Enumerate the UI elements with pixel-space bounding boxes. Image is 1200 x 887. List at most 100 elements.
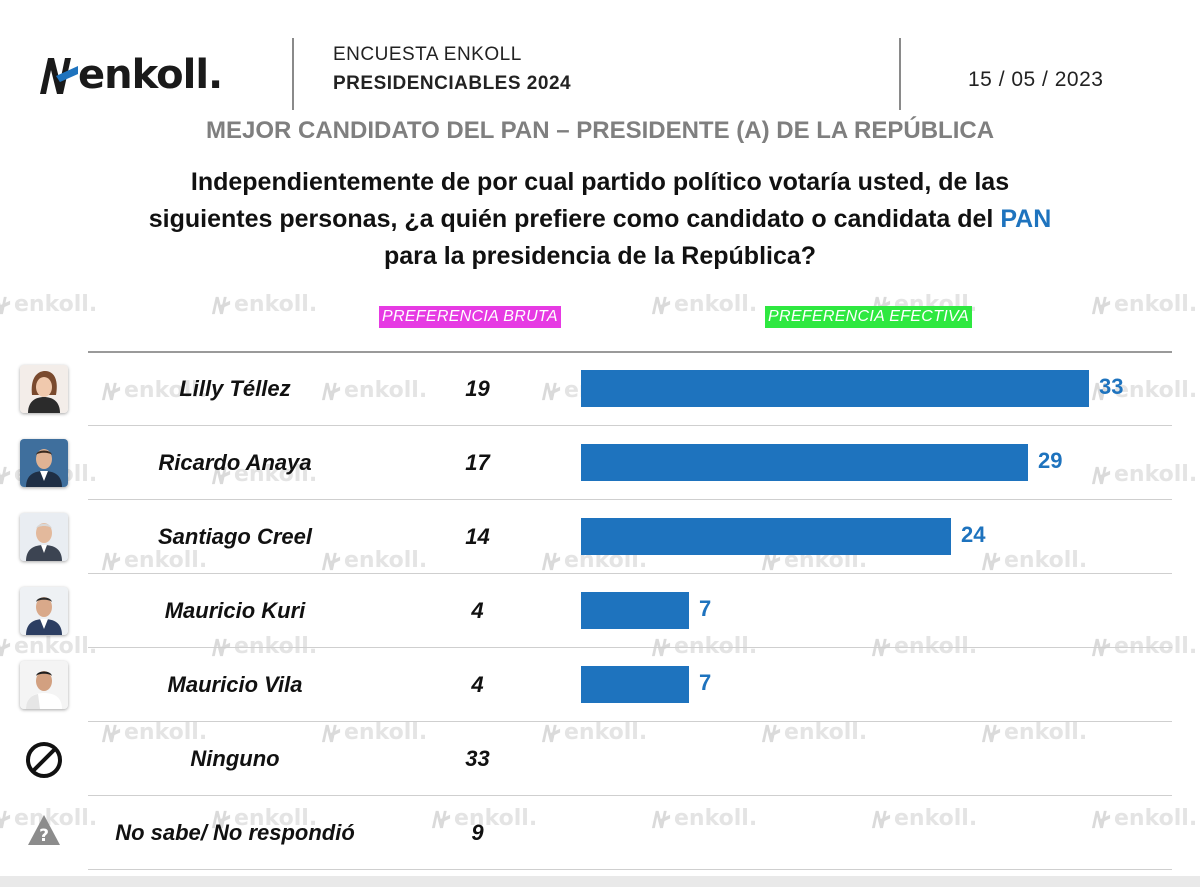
watermark-text: enkoll. bbox=[454, 806, 538, 831]
bruta-value-label: 19 bbox=[465, 376, 490, 401]
row-divider bbox=[88, 869, 1172, 870]
watermark-text: enkoll. bbox=[344, 720, 428, 745]
watermark-text: enkoll. bbox=[564, 720, 648, 745]
watermark-text: enkoll. bbox=[124, 548, 208, 573]
row-divider bbox=[88, 425, 1172, 426]
watermark-text: enkoll. bbox=[1004, 548, 1088, 573]
bruta-value-label: 9 bbox=[471, 820, 484, 845]
survey-title: PRESIDENCIABLES 2024 bbox=[333, 73, 572, 94]
bruta-value-label: 17 bbox=[465, 450, 490, 475]
chart-subtitle: MEJOR CANDIDATO DEL PAN – PRESIDENTE (A)… bbox=[205, 117, 995, 144]
table-row: Ninguno 33 bbox=[0, 722, 1200, 796]
watermark: enkoll. bbox=[650, 806, 757, 831]
bar-efectiva bbox=[581, 370, 1089, 407]
watermark: enkoll. bbox=[210, 462, 317, 487]
watermark: enkoll. bbox=[0, 292, 97, 317]
efectiva-value-label: 24 bbox=[961, 522, 986, 547]
category-label: Ricardo Anaya bbox=[158, 450, 312, 475]
watermark: enkoll. bbox=[100, 548, 207, 573]
watermark-text: enkoll. bbox=[234, 292, 318, 317]
watermark-text: enkoll. bbox=[1114, 378, 1198, 403]
bottom-strip bbox=[0, 876, 1200, 887]
table-row: Mauricio Kuri 4 7 bbox=[0, 574, 1200, 648]
watermark: enkoll. bbox=[760, 720, 867, 745]
header-divider-right bbox=[899, 38, 901, 110]
bar-efectiva bbox=[581, 444, 1028, 481]
category-label: Ninguno bbox=[190, 746, 280, 771]
watermark-text: enkoll. bbox=[1114, 292, 1198, 317]
table-row: Lilly Téllez 19 33 bbox=[0, 352, 1200, 426]
watermark: enkoll. bbox=[650, 634, 757, 659]
row-divider bbox=[88, 795, 1172, 796]
watermark: enkoll. bbox=[540, 720, 647, 745]
survey-name: ENCUESTA ENKOLL bbox=[333, 44, 522, 65]
watermark: enkoll. bbox=[100, 720, 207, 745]
watermark-text: enkoll. bbox=[14, 806, 98, 831]
watermark-text: enkoll. bbox=[14, 634, 98, 659]
row-divider bbox=[88, 573, 1172, 574]
avatar bbox=[20, 587, 68, 635]
question-highlight: PAN bbox=[1000, 205, 1052, 233]
watermark-text: enkoll. bbox=[234, 634, 318, 659]
watermark-text: enkoll. bbox=[1114, 806, 1198, 831]
avatar bbox=[20, 661, 68, 709]
watermark-text: enkoll. bbox=[894, 634, 978, 659]
bar-efectiva bbox=[581, 666, 689, 703]
watermark: enkoll. bbox=[1090, 378, 1197, 403]
survey-question: Independientemente de por cual partido p… bbox=[60, 164, 1140, 275]
column-header-bruta: PREFERENCIA BRUTA bbox=[379, 306, 561, 328]
watermark: enkoll. bbox=[0, 806, 97, 831]
watermark: enkoll. bbox=[430, 806, 537, 831]
row-divider bbox=[88, 721, 1172, 722]
watermark: enkoll. bbox=[210, 806, 317, 831]
watermark-text: enkoll. bbox=[344, 378, 428, 403]
watermark: enkoll. bbox=[870, 634, 977, 659]
enkoll-logo: enkoll. bbox=[38, 48, 223, 102]
question-line-2: siguientes personas, ¿a quién prefiere c… bbox=[148, 205, 1001, 233]
efectiva-value-label: 33 bbox=[1099, 374, 1124, 399]
watermark-text: enkoll. bbox=[234, 806, 318, 831]
avatar bbox=[20, 439, 68, 487]
watermark: enkoll. bbox=[870, 806, 977, 831]
bar-efectiva bbox=[581, 518, 951, 555]
watermark: enkoll. bbox=[320, 378, 427, 403]
watermark: enkoll. bbox=[100, 378, 207, 403]
category-label: Santiago Creel bbox=[157, 524, 313, 549]
category-label: Mauricio Kuri bbox=[164, 598, 306, 623]
avatar bbox=[20, 365, 68, 413]
prohibited-icon bbox=[24, 740, 64, 780]
watermark-text: enkoll. bbox=[124, 720, 208, 745]
category-label: No sabe/ No respondió bbox=[115, 820, 355, 845]
watermark: enkoll. bbox=[320, 720, 427, 745]
survey-date: 15 / 05 / 2023 bbox=[968, 68, 1104, 91]
watermark-text: enkoll. bbox=[124, 378, 208, 403]
watermark-text: enkoll. bbox=[674, 806, 758, 831]
enkoll-logo-icon bbox=[40, 58, 78, 94]
question-line-3: para la presidencia de la República? bbox=[383, 242, 817, 270]
bruta-value-label: 4 bbox=[471, 598, 484, 623]
watermark: enkoll. bbox=[1090, 292, 1197, 317]
watermark: enkoll. bbox=[210, 292, 317, 317]
row-divider bbox=[88, 499, 1172, 500]
table-top-rule bbox=[88, 351, 1172, 353]
table-row: ? No sabe/ No respondió 9 bbox=[0, 796, 1200, 870]
watermark: enkoll. bbox=[0, 634, 97, 659]
table-row: Mauricio Vila 4 7 bbox=[0, 648, 1200, 722]
bar-efectiva bbox=[581, 592, 689, 629]
question-line-1: Independientemente de por cual partido p… bbox=[190, 168, 1010, 196]
watermark: enkoll. bbox=[980, 548, 1087, 573]
watermark: enkoll. bbox=[1090, 806, 1197, 831]
watermark-text: enkoll. bbox=[344, 548, 428, 573]
watermark-text: enkoll. bbox=[1114, 634, 1198, 659]
category-label: Lilly Téllez bbox=[179, 376, 291, 401]
watermark-text: enkoll. bbox=[234, 462, 318, 487]
efectiva-value-label: 29 bbox=[1038, 448, 1063, 473]
watermark-text: enkoll. bbox=[674, 292, 758, 317]
watermark-text: enkoll. bbox=[1004, 720, 1088, 745]
category-label: Mauricio Vila bbox=[167, 672, 303, 697]
watermark-text: enkoll. bbox=[14, 292, 98, 317]
watermark-text: enkoll. bbox=[894, 806, 978, 831]
question-warning-icon: ? bbox=[26, 812, 62, 848]
bruta-value-label: 14 bbox=[465, 524, 490, 549]
watermark: enkoll. bbox=[980, 720, 1087, 745]
